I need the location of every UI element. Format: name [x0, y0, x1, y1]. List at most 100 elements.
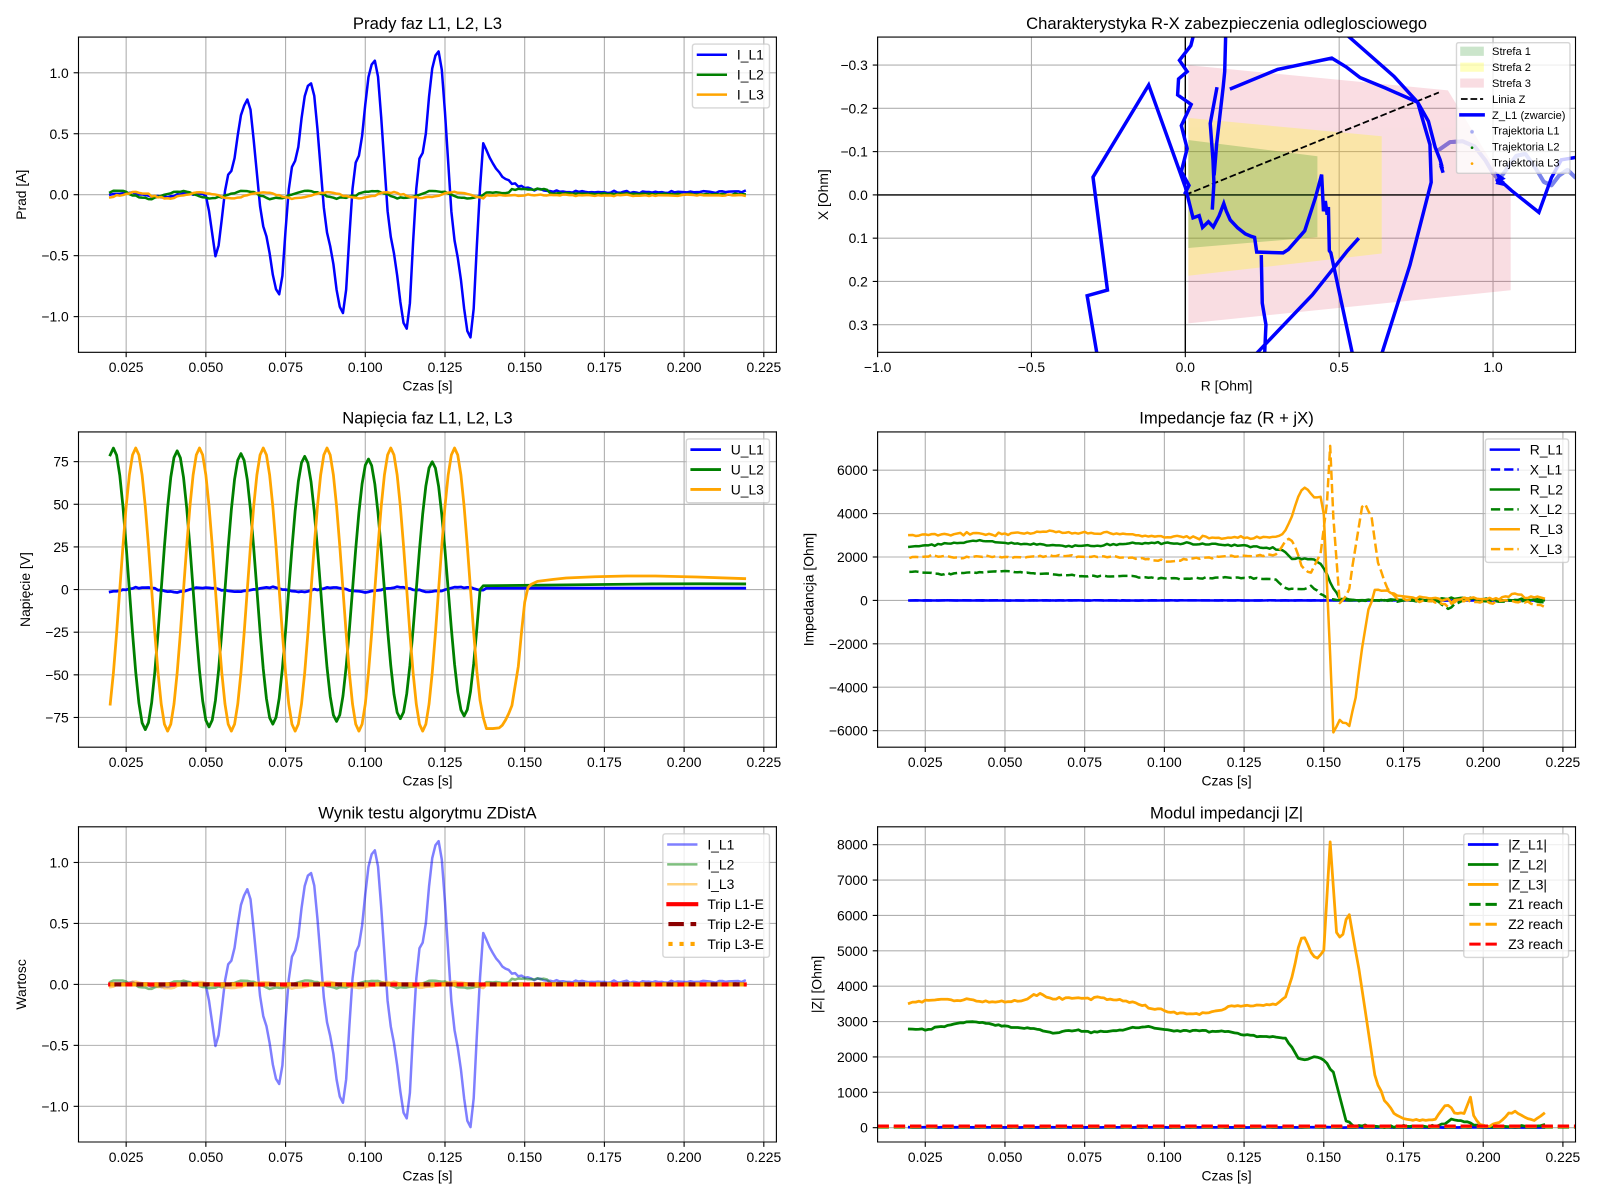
svg-text:0.225: 0.225	[1546, 754, 1581, 770]
svg-text:0: 0	[61, 582, 69, 598]
svg-text:0.050: 0.050	[988, 1149, 1023, 1165]
svg-text:0.225: 0.225	[746, 1149, 781, 1165]
svg-text:I_L2: I_L2	[707, 856, 734, 872]
svg-text:U_L2: U_L2	[731, 461, 764, 477]
svg-text:75: 75	[53, 454, 69, 470]
svg-text:0.100: 0.100	[348, 1149, 383, 1165]
svg-text:8000: 8000	[837, 837, 868, 853]
svg-text:4000: 4000	[837, 978, 868, 994]
svg-text:Trip L1-E: Trip L1-E	[707, 896, 764, 912]
svg-text:0.150: 0.150	[1306, 754, 1341, 770]
svg-text:0.175: 0.175	[1386, 754, 1421, 770]
svg-text:0.3: 0.3	[849, 317, 869, 333]
svg-text:U_L1: U_L1	[731, 442, 764, 458]
svg-text:0.175: 0.175	[587, 754, 622, 770]
svg-text:3000: 3000	[837, 1014, 868, 1030]
svg-text:0.0: 0.0	[49, 187, 69, 203]
svg-text:0.050: 0.050	[188, 754, 223, 770]
svg-text:Czas [s]: Czas [s]	[402, 1167, 452, 1183]
svg-text:7000: 7000	[837, 872, 868, 888]
svg-text:R [Ohm]: R [Ohm]	[1201, 378, 1253, 394]
svg-text:Charakterystyka R-X zabezpiecz: Charakterystyka R-X zabezpieczenia odleg…	[1026, 14, 1427, 33]
svg-text:Strefa 2: Strefa 2	[1492, 62, 1531, 74]
svg-text:2000: 2000	[837, 1049, 868, 1065]
svg-text:I_L1: I_L1	[737, 47, 764, 63]
svg-text:Trajektoria L3: Trajektoria L3	[1492, 158, 1560, 170]
svg-text:|Z_L3|: |Z_L3|	[1508, 876, 1547, 892]
svg-text:0.5: 0.5	[49, 915, 69, 931]
svg-text:25: 25	[53, 539, 69, 555]
svg-text:Wynik testu algorytmu ZDistA: Wynik testu algorytmu ZDistA	[318, 803, 537, 822]
svg-text:0.050: 0.050	[188, 359, 223, 375]
svg-text:−50: −50	[45, 667, 69, 683]
svg-text:−2000: −2000	[829, 636, 868, 652]
svg-text:Impedancja [Ohm]: Impedancja [Ohm]	[800, 533, 816, 646]
svg-text:0.125: 0.125	[1227, 754, 1262, 770]
svg-text:0.075: 0.075	[1067, 1149, 1102, 1165]
svg-text:I_L3: I_L3	[707, 876, 734, 892]
svg-text:0.025: 0.025	[109, 359, 144, 375]
svg-text:−0.3: −0.3	[840, 57, 868, 73]
svg-text:0.175: 0.175	[587, 359, 622, 375]
svg-text:Strefa 1: Strefa 1	[1492, 46, 1531, 58]
svg-text:1000: 1000	[837, 1084, 868, 1100]
svg-text:0.0: 0.0	[49, 976, 69, 992]
svg-text:Trip L2-E: Trip L2-E	[707, 916, 764, 932]
svg-text:5000: 5000	[837, 943, 868, 959]
svg-text:−1.0: −1.0	[41, 309, 69, 325]
svg-text:R_L2: R_L2	[1530, 481, 1563, 497]
svg-text:0.075: 0.075	[268, 754, 303, 770]
svg-text:0.100: 0.100	[1147, 754, 1182, 770]
svg-text:0.125: 0.125	[428, 359, 463, 375]
svg-text:0.225: 0.225	[746, 359, 781, 375]
svg-text:R_L3: R_L3	[1530, 521, 1563, 537]
svg-text:Z2 reach: Z2 reach	[1508, 916, 1563, 932]
svg-text:0.150: 0.150	[507, 359, 542, 375]
svg-text:Impedancje faz (R + jX): Impedancje faz (R + jX)	[1139, 409, 1314, 428]
svg-text:U_L3: U_L3	[731, 481, 764, 497]
svg-text:I_L3: I_L3	[737, 86, 764, 102]
svg-text:0.025: 0.025	[109, 1149, 144, 1165]
svg-text:0.175: 0.175	[1386, 1149, 1421, 1165]
svg-text:0.100: 0.100	[348, 754, 383, 770]
svg-text:−6000: −6000	[829, 723, 868, 739]
svg-text:I_L2: I_L2	[737, 67, 764, 83]
svg-text:Trip L3-E: Trip L3-E	[707, 936, 764, 952]
svg-text:0.125: 0.125	[428, 754, 463, 770]
svg-text:6000: 6000	[837, 907, 868, 923]
svg-text:0.025: 0.025	[908, 754, 943, 770]
svg-text:0.150: 0.150	[1306, 1149, 1341, 1165]
svg-text:0.200: 0.200	[667, 359, 702, 375]
svg-text:0.100: 0.100	[1147, 1149, 1182, 1165]
svg-text:50: 50	[53, 496, 69, 512]
svg-text:X_L3: X_L3	[1530, 541, 1563, 557]
svg-text:|Z_L2|: |Z_L2|	[1508, 856, 1547, 872]
svg-text:0: 0	[860, 592, 868, 608]
svg-text:0.075: 0.075	[268, 359, 303, 375]
svg-text:0.050: 0.050	[988, 754, 1023, 770]
svg-text:0: 0	[860, 1120, 868, 1136]
svg-text:1.0: 1.0	[1483, 359, 1503, 375]
svg-text:0.225: 0.225	[746, 754, 781, 770]
svg-text:0.025: 0.025	[908, 1149, 943, 1165]
svg-text:−75: −75	[45, 710, 69, 726]
svg-text:Z_L1 (zwarcie): Z_L1 (zwarcie)	[1492, 110, 1566, 122]
svg-text:Strefa 3: Strefa 3	[1492, 78, 1531, 90]
svg-text:−0.5: −0.5	[41, 248, 69, 264]
svg-text:Napięcie [V]: Napięcie [V]	[17, 552, 33, 627]
svg-text:−4000: −4000	[829, 679, 868, 695]
svg-text:Trajektoria L1: Trajektoria L1	[1492, 126, 1560, 138]
svg-text:−1.0: −1.0	[41, 1098, 69, 1114]
svg-text:0.150: 0.150	[507, 754, 542, 770]
svg-text:|Z_L1|: |Z_L1|	[1508, 836, 1547, 852]
svg-text:0.050: 0.050	[188, 1149, 223, 1165]
svg-text:0.200: 0.200	[667, 754, 702, 770]
svg-text:R_L1: R_L1	[1530, 442, 1563, 458]
svg-text:Czas [s]: Czas [s]	[1201, 1167, 1251, 1183]
svg-text:0.075: 0.075	[1067, 754, 1102, 770]
svg-text:−0.1: −0.1	[840, 144, 868, 160]
svg-text:−25: −25	[45, 624, 69, 640]
svg-text:Czas [s]: Czas [s]	[1201, 772, 1251, 788]
svg-text:0.225: 0.225	[1546, 1149, 1581, 1165]
svg-text:Czas [s]: Czas [s]	[402, 378, 452, 394]
